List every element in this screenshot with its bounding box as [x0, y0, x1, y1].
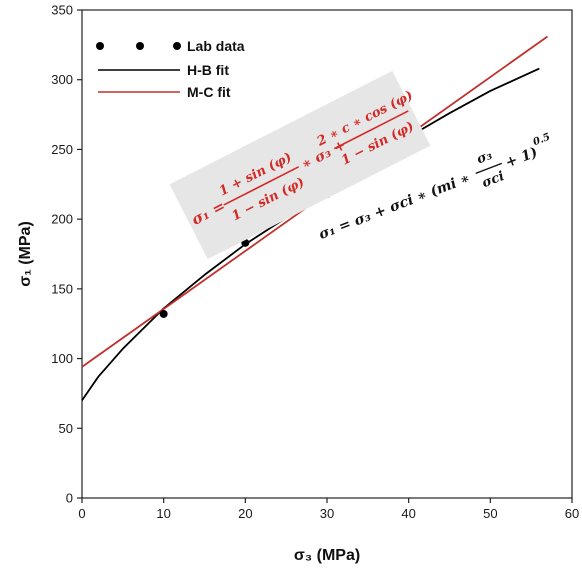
plot-frame	[81, 9, 573, 499]
hb-equation-frac-den: σci	[480, 169, 506, 191]
data-point-lab-data	[159, 309, 168, 318]
legend-lab-data-marker	[173, 42, 181, 50]
y-tick-label: 50	[59, 421, 73, 436]
hb-equation-frac-num: σ₃	[475, 148, 495, 168]
series-layer	[81, 35, 549, 401]
mc-equation-box	[169, 70, 431, 260]
x-tick-label: 10	[156, 506, 170, 521]
y-tick-label: 300	[51, 72, 73, 87]
x-tick-label: 50	[483, 506, 497, 521]
y-tick-label: 250	[51, 142, 73, 157]
legend-mc-fit-label: M-C fit	[187, 84, 231, 100]
y-axis-title: σ₁ (MPa)	[17, 221, 34, 287]
legend-lab-data-marker	[136, 42, 144, 50]
hb-equation-tail: + 1)	[503, 144, 540, 171]
hb-equation-exponent: 0.5	[532, 132, 552, 149]
legend-entry-hb-fit: H-B fit	[98, 62, 229, 78]
legend-entry-lab-data: Lab data	[96, 38, 245, 54]
hb-equation-frac-bar	[475, 162, 503, 175]
y-tick-label: 100	[51, 351, 73, 366]
x-tick-label: 0	[78, 506, 85, 521]
axes: 0 10 20 30 40 50 60 0 50 100 150 200 250 300 350 σ₃ (MP…	[17, 3, 579, 565]
x-tick-label: 20	[238, 506, 252, 521]
x-tick-label: 30	[320, 506, 334, 521]
y-tick-label: 350	[51, 3, 73, 18]
legend-lab-data-marker	[96, 42, 104, 50]
legend-hb-fit-label: H-B fit	[187, 62, 229, 78]
y-tick-label: 0	[66, 491, 73, 506]
legend-lab-data-label: Lab data	[187, 38, 245, 54]
legend-entry-mc-fit: M-C fit	[98, 84, 231, 100]
mc-equation-frac2-bar	[333, 110, 409, 150]
legend: Lab data H-B fit M-C fit	[96, 38, 245, 100]
y-tick-label: 150	[51, 281, 73, 296]
mc-equation: σ₁ = 1 + sin (φ) 1 − sin (φ) ∗ σ₃ + 2 ∗ …	[169, 70, 431, 260]
x-tick-label: 40	[401, 506, 415, 521]
y-tick-label: 200	[51, 212, 73, 227]
x-axis-title: σ₃ (MPa)	[294, 547, 360, 564]
mc-equation-frac1-bar	[223, 166, 300, 206]
x-tick-label: 60	[565, 506, 579, 521]
